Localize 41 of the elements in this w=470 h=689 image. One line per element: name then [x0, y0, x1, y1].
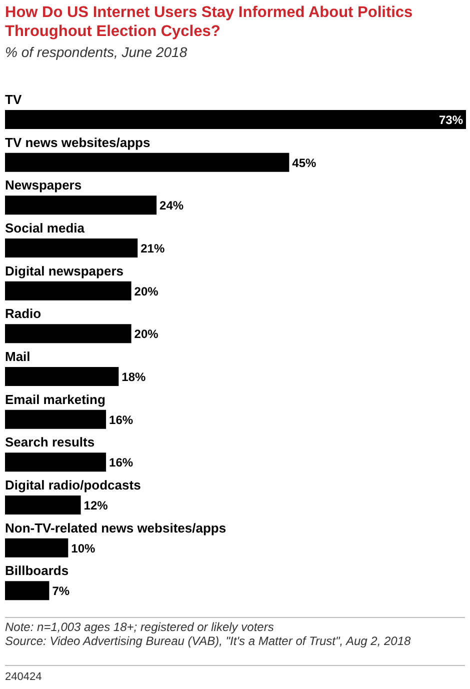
bar: [5, 452, 106, 472]
y-tick-label: Search results: [5, 434, 95, 450]
bar: [5, 196, 157, 215]
y-tick-label: Email marketing: [5, 392, 106, 407]
y-tick-label: Radio: [5, 306, 42, 322]
bar: [5, 152, 290, 172]
y-tick-label: TV news websites/apps: [5, 134, 150, 150]
text: 240424: [5, 671, 42, 683]
y-tick-label: Newspapers: [5, 178, 82, 193]
y-tick-label: Social media: [5, 220, 86, 236]
data-label: 12%: [84, 498, 108, 512]
bar: [5, 281, 132, 300]
data-label: 18%: [122, 370, 146, 384]
chart-title: How Do US Internet Users Stay Informed About Politics Throughout Election Cycles?: [5, 3, 414, 41]
y-tick-label: Digital newspapers: [5, 263, 124, 278]
bar: [5, 496, 81, 514]
bar: [5, 110, 466, 129]
bar: [5, 367, 119, 386]
bar: [5, 324, 132, 344]
y-tick-label: Digital radio/podcasts: [5, 478, 141, 492]
data-label: 21%: [140, 242, 165, 256]
text: Note: n=1,003 ages 18+; registered or likely voters: [5, 620, 275, 634]
chart-subtitle: % of respondents, June 2018: [5, 44, 188, 60]
bar: [5, 410, 106, 429]
y-tick-label: Mail: [5, 349, 30, 364]
data-label: 7%: [52, 584, 70, 598]
data-label: 24%: [160, 198, 184, 213]
source-note: Source: Video Advertising Bureau (VAB), "It's a Matter of Trust", Aug 2, 2018: [5, 634, 412, 648]
data-label: 10%: [71, 541, 96, 556]
bar: [5, 538, 68, 558]
data-label: 20%: [134, 284, 159, 298]
y-tick-label: Non-TV-related news websites/apps: [5, 520, 226, 536]
data-label: 20%: [134, 327, 159, 342]
data-label: 45%: [292, 156, 317, 170]
data-label: 73%: [438, 113, 464, 127]
y-tick-label: Billboards: [5, 563, 69, 578]
data-label: 16%: [109, 412, 134, 427]
bar: [5, 238, 138, 258]
bar: [5, 581, 50, 600]
data-label: 16%: [109, 456, 134, 470]
y-tick-label: TV: [5, 92, 22, 107]
